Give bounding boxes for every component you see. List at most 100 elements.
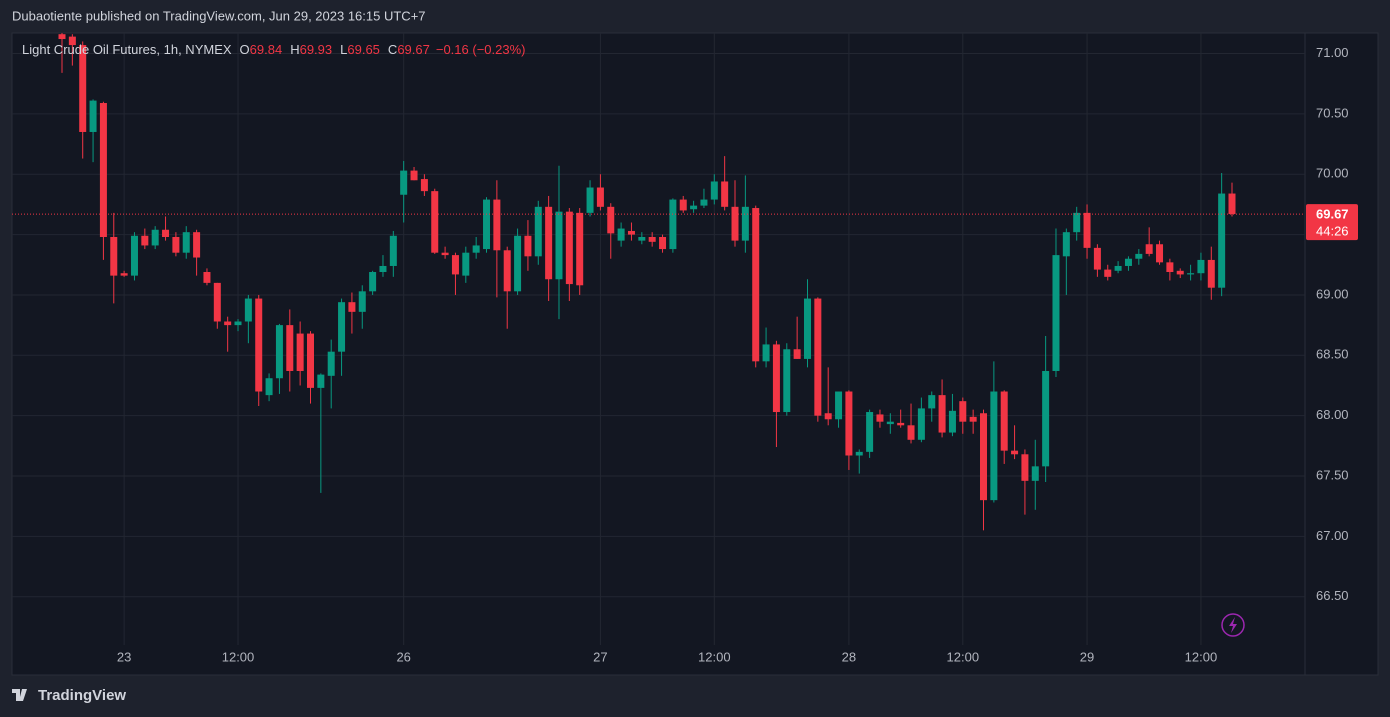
candle-body [721, 181, 729, 207]
x-tick-label: 12:00 [222, 649, 255, 664]
ohlc-key: H [290, 42, 299, 57]
candle-body [451, 255, 459, 275]
x-tick-label: 27 [593, 649, 607, 664]
ohlc-legend: Light Crude Oil Futures, 1h, NYMEX O69.84… [22, 42, 525, 57]
logo: TradingView [12, 687, 126, 704]
candle-body [1114, 265, 1122, 271]
alert-icon[interactable] [1221, 613, 1245, 637]
candle-body [441, 252, 449, 256]
candle-body [110, 237, 118, 276]
x-tick-label: 28 [842, 649, 856, 664]
y-tick-label: 71.00 [1316, 45, 1349, 60]
candle-body [586, 187, 594, 213]
candle-body [203, 272, 211, 283]
candle-body [389, 235, 397, 266]
candle-body [338, 302, 346, 352]
candle-body [172, 237, 180, 253]
candle-body [607, 206, 615, 234]
candle-body [803, 298, 811, 359]
x-tick-label: 12:00 [1185, 649, 1218, 664]
countdown: 44:26 [1316, 224, 1349, 239]
candle-body [431, 191, 439, 253]
ohlc-value: 69.93 [300, 42, 333, 57]
candle-body [213, 282, 221, 322]
candle-body [907, 425, 915, 440]
candle-body [462, 252, 470, 276]
candle-body [286, 325, 294, 371]
ohlc-value: 69.65 [347, 42, 380, 57]
candle-body [638, 237, 646, 241]
candle-body [659, 237, 667, 250]
candle-body [410, 170, 418, 181]
y-tick-label: 70.50 [1316, 105, 1349, 120]
ohlc-key: L [340, 42, 347, 57]
candle-body [1207, 259, 1215, 288]
candle-body [369, 272, 377, 292]
candle-body [472, 245, 480, 253]
candle-body [690, 205, 698, 210]
candle-body [959, 401, 967, 422]
candle-body [317, 374, 325, 388]
candle-body [1156, 244, 1164, 263]
candle-body [1083, 212, 1091, 248]
candle-body [1197, 259, 1205, 274]
candle-body [162, 229, 170, 237]
candle-body [514, 235, 522, 292]
candle-body [679, 199, 687, 211]
candle-body [596, 187, 604, 207]
brand: TradingView [38, 687, 126, 704]
candle-body [886, 421, 894, 425]
candle-body [1145, 244, 1153, 254]
x-tick-label: 29 [1080, 649, 1094, 664]
candle-body [783, 349, 791, 413]
candle-body [741, 206, 749, 241]
candle-body [244, 298, 252, 322]
candle-body [917, 408, 925, 440]
candle-body [182, 232, 190, 253]
candle-body [948, 410, 956, 433]
candle-body [814, 298, 822, 416]
candle-body [275, 325, 283, 379]
candle-body [420, 179, 428, 192]
candle-body [306, 333, 314, 388]
candle-body [1135, 253, 1143, 259]
candle-body [265, 378, 273, 396]
candle-body [928, 395, 936, 409]
candle-body [627, 230, 635, 235]
candle-body [669, 199, 677, 250]
candle-body [58, 34, 66, 40]
change: −0.16 (−0.23%) [436, 42, 526, 57]
candle-body [1062, 232, 1070, 257]
candle-body [400, 170, 408, 195]
candle-body [503, 250, 511, 292]
candle-body [1011, 450, 1019, 455]
candle-body [234, 321, 242, 326]
y-tick-label: 69.00 [1316, 286, 1349, 301]
candle-body [193, 232, 201, 258]
candle-body [79, 45, 87, 132]
candle-body [1093, 247, 1101, 270]
candle-body [120, 273, 128, 276]
candle-body [89, 100, 97, 132]
publish-info: Dubaotiente published on TradingView.com… [12, 8, 426, 23]
candle-body [772, 344, 780, 413]
candle-body [1166, 262, 1174, 273]
candle-body [1021, 454, 1029, 481]
y-tick-label: 67.50 [1316, 467, 1349, 482]
candle-body [700, 199, 708, 206]
candle-body [1042, 370, 1050, 467]
ohlc-key: O [240, 42, 250, 57]
candle-body [151, 229, 159, 246]
candle-body [866, 412, 874, 452]
x-tick-label: 12:00 [947, 649, 980, 664]
candle-body [1187, 273, 1195, 275]
candle-body [648, 237, 656, 242]
candle-body [1218, 193, 1226, 288]
candle-body [130, 235, 138, 276]
candle-body [731, 206, 739, 241]
x-tick-label: 26 [396, 649, 410, 664]
candle-body [980, 413, 988, 501]
candle-body [1031, 466, 1039, 481]
candle-body [710, 181, 718, 200]
